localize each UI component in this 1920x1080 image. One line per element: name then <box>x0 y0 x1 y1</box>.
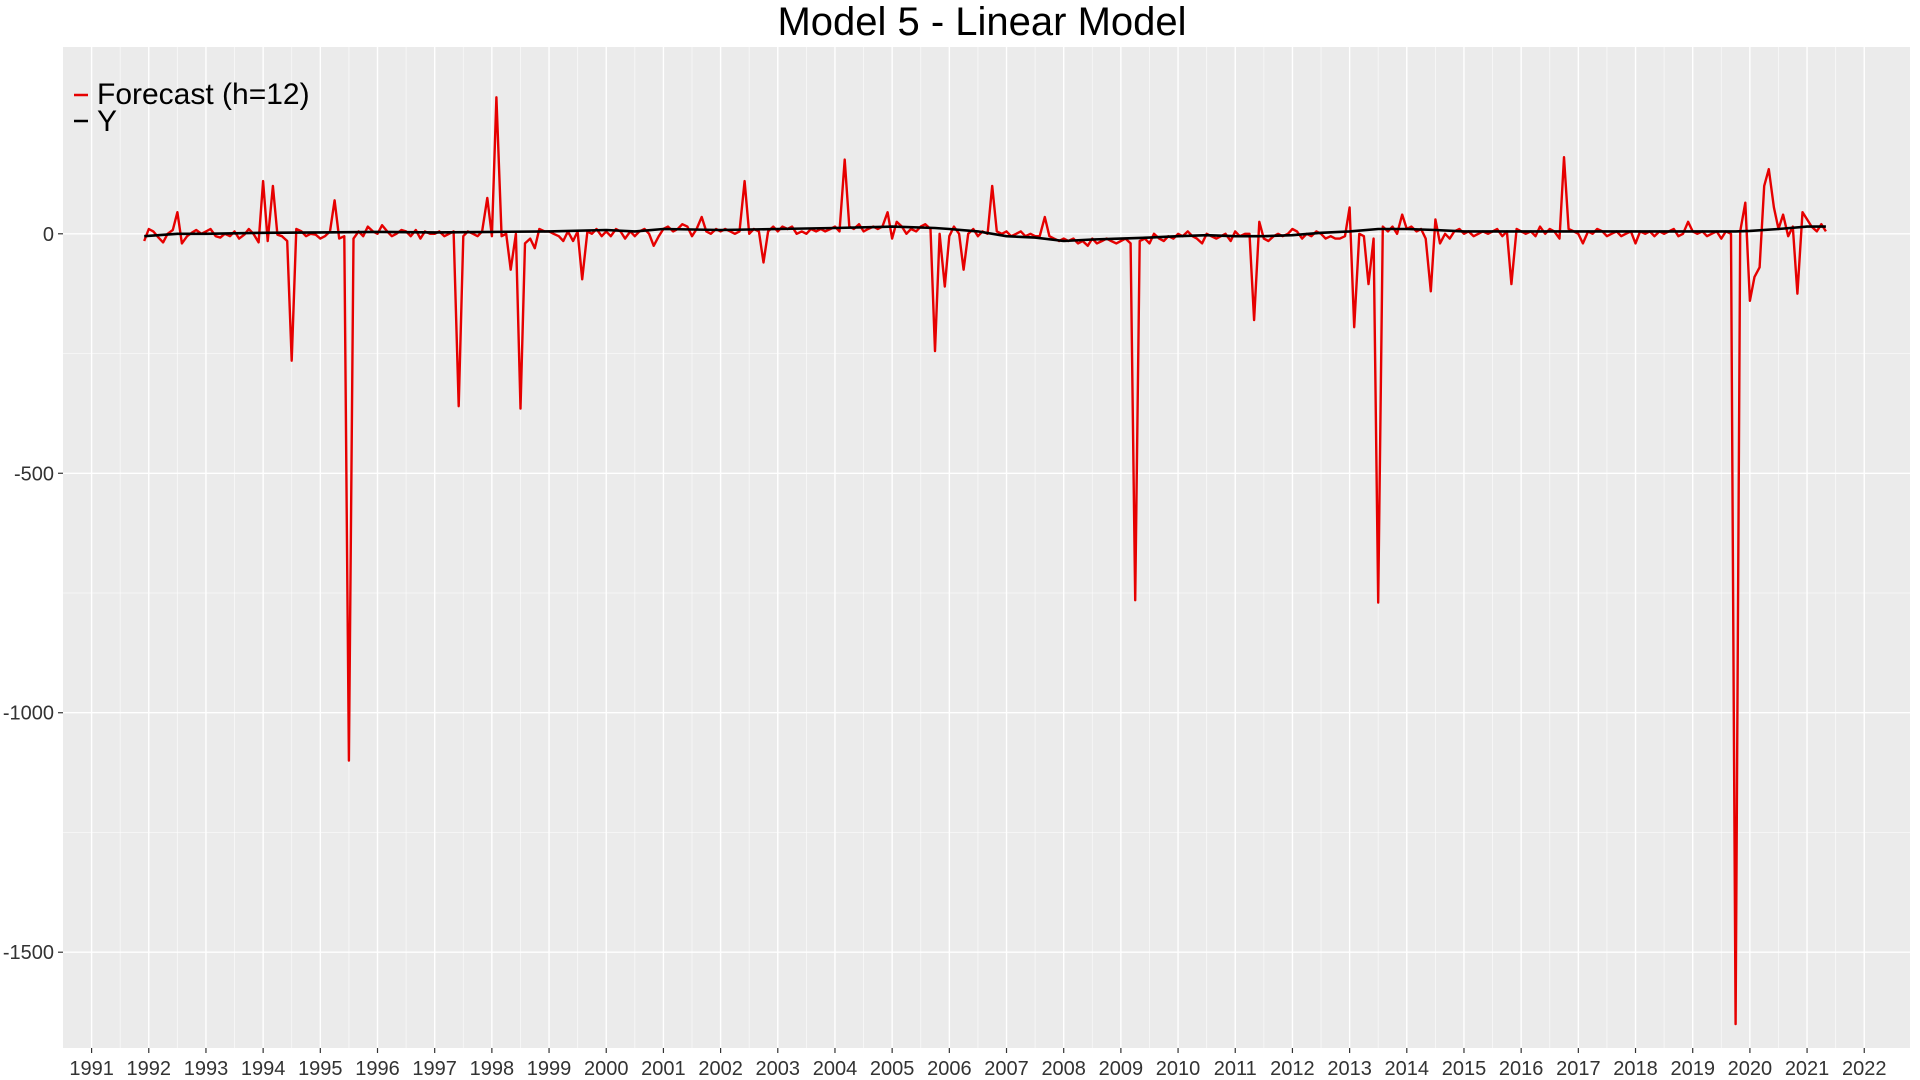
x-tick-label: 2006 <box>927 1058 972 1080</box>
x-tick-label: 2007 <box>984 1058 1029 1080</box>
legend-label-forecast: Forecast (h=12) <box>97 78 310 111</box>
x-tick-label: 2022 <box>1842 1058 1887 1080</box>
x-tick-label: 1998 <box>470 1058 515 1080</box>
x-tick-label: 2003 <box>756 1058 801 1080</box>
plot-panel <box>63 47 1910 1048</box>
x-tick-label: 2011 <box>1214 1058 1257 1080</box>
chart-title: Model 5 - Linear Model <box>777 0 1186 44</box>
x-tick-label: 2016 <box>1499 1058 1544 1080</box>
x-tick-label: 2015 <box>1442 1058 1487 1080</box>
x-tick-label: 2000 <box>584 1058 629 1080</box>
x-tick-label: 2020 <box>1728 1058 1773 1080</box>
x-tick-label: 1994 <box>241 1058 286 1080</box>
x-tick-label: 2014 <box>1385 1058 1430 1080</box>
series-line-y <box>144 225 1826 243</box>
x-tick-label: 2012 <box>1270 1058 1315 1080</box>
y-tick-label: 0 <box>43 224 54 246</box>
y-tick-label: -500 <box>14 463 54 485</box>
x-tick-label: 1999 <box>527 1058 572 1080</box>
x-tick-label: 2019 <box>1670 1058 1715 1080</box>
x-tick-label: 2005 <box>870 1058 915 1080</box>
x-tick-label: 1993 <box>184 1058 229 1080</box>
x-tick-label: 2009 <box>1099 1058 1144 1080</box>
x-axis: 1991 1992 1993 1994 1995 1996 1997 1998 1999 2000… <box>69 1048 1887 1080</box>
x-tick-label: 2018 <box>1613 1058 1658 1080</box>
x-tick-label: 2002 <box>698 1058 743 1080</box>
x-tick-label: 2021 <box>1785 1058 1830 1080</box>
x-tick-label: 2004 <box>813 1058 858 1080</box>
y-axis: 0 -500 -1000 -1500 <box>3 224 63 964</box>
x-tick-label: 1996 <box>355 1058 400 1080</box>
y-tick-label: -1000 <box>3 703 54 725</box>
x-tick-label: 1995 <box>298 1058 343 1080</box>
series-layer <box>143 96 1827 1026</box>
x-tick-label: 2013 <box>1327 1058 1372 1080</box>
x-tick-label: 2001 <box>641 1058 686 1080</box>
y-tick-label: -1500 <box>3 942 54 964</box>
x-tick-label: 1997 <box>412 1058 457 1080</box>
legend: Forecast (h=12) Y <box>74 78 310 138</box>
legend-label-y: Y <box>97 105 117 138</box>
x-tick-label: 1991 <box>69 1058 114 1080</box>
x-tick-label: 2017 <box>1556 1058 1601 1080</box>
x-tick-label: 1992 <box>127 1058 172 1080</box>
x-tick-label: 2008 <box>1041 1058 1086 1080</box>
grid-minor <box>63 47 1910 1048</box>
x-tick-label: 2010 <box>1156 1058 1201 1080</box>
